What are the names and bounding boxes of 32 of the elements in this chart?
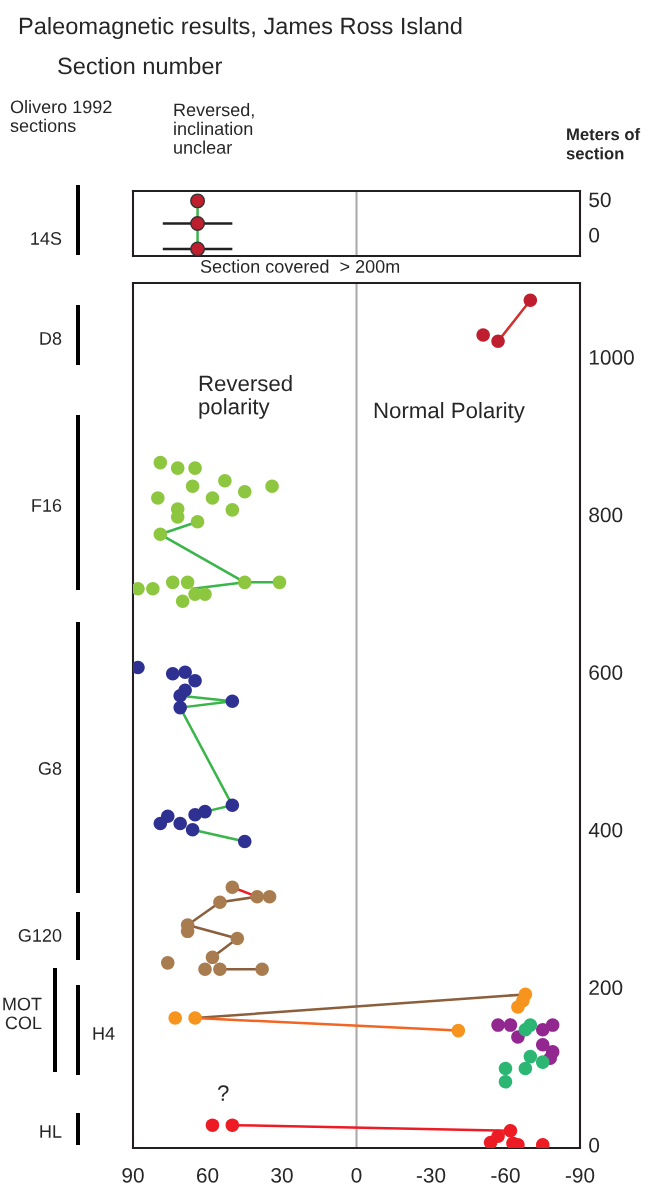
text: D8 — [40, 332, 62, 345]
y-tick-label: 400 — [588, 822, 623, 838]
text: G120 — [18, 929, 62, 942]
annotation: Reversed polarity — [199, 375, 292, 419]
y-tick-label: 200 — [589, 980, 623, 996]
text: Reversed, inclination unclear — [174, 103, 254, 154]
chart-subtitle: Section number — [58, 57, 222, 75]
text: F16 — [32, 499, 62, 512]
x-tick-label: -60 — [491, 1167, 520, 1183]
text: HL — [40, 1125, 62, 1138]
y-tick-label: 600 — [589, 665, 623, 680]
chart-title: Paleomagnetic results, James Ross Island — [19, 17, 462, 40]
y-tick-label: 0 — [589, 227, 600, 243]
text: MOT COL — [3, 997, 42, 1030]
y-tick-label: 50 — [589, 192, 611, 208]
text: Section covered > 200m — [200, 259, 400, 273]
x-tick-label: 30 — [271, 1167, 293, 1183]
annotation: Normal Polarity — [374, 402, 525, 423]
x-tick-label: 90 — [122, 1167, 144, 1183]
annotation: ? — [217, 1085, 229, 1101]
y-tick-label: 1000 — [589, 350, 634, 365]
text: G8 — [38, 762, 62, 775]
text: H4 — [93, 1027, 115, 1040]
text: 14S — [31, 232, 62, 245]
y-axis-title: Meters of section — [566, 128, 641, 160]
x-tick-label: -90 — [565, 1167, 595, 1183]
y-tick-label: 0 — [589, 1137, 600, 1153]
x-tick-label: 0 — [351, 1167, 362, 1183]
y-tick-label: 800 — [589, 507, 623, 523]
x-tick-label: -30 — [416, 1167, 446, 1183]
text: Olivero 1992 sections — [10, 100, 112, 133]
x-tick-label: 60 — [196, 1167, 219, 1183]
